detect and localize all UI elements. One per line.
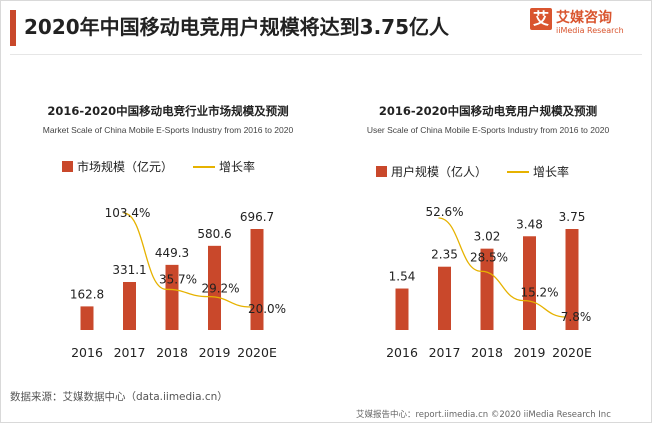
bar xyxy=(80,306,94,330)
growth-rate-line xyxy=(438,217,567,318)
bar-legend-label: 市场规模（亿元） xyxy=(77,160,174,174)
market-scale-chart: 162.8 331.1 449.3 580.6 696.7 103.4% 35.7% 29.2… xyxy=(70,206,286,360)
growth-rate-label: 103.4% xyxy=(105,206,151,220)
line-legend-swatch xyxy=(193,165,216,168)
x-tick-label: 2019 xyxy=(514,345,546,360)
x-tick-label: 2019 xyxy=(199,345,231,360)
header-divider xyxy=(10,54,642,55)
bar xyxy=(565,229,579,330)
bar-legend-label: 用户规模（亿人） xyxy=(391,165,488,179)
x-tick-label: 2020E xyxy=(237,345,277,360)
bar-legend-swatch xyxy=(62,161,73,172)
footer-credit: 艾媒报告中心：report.iimedia.cn ©2020 iiMedia R… xyxy=(356,410,611,420)
bar xyxy=(123,282,136,330)
bar xyxy=(523,236,536,330)
bar-value-label: 3.02 xyxy=(474,230,501,244)
bar xyxy=(208,245,221,330)
x-tick-label: 2018 xyxy=(471,345,503,360)
bar-value-label: 3.75 xyxy=(559,210,586,224)
user-chart-title: 2016-2020中国移动电竞用户规模及预测 xyxy=(378,104,598,118)
market-chart-title: 2016-2020中国移动电竞行业市场规模及预测 xyxy=(47,104,289,118)
growth-rate-label: 35.7% xyxy=(159,272,197,286)
line-legend-label: 增长率 xyxy=(533,165,570,179)
growth-rate-label: 52.6% xyxy=(425,205,463,219)
bar-value-label: 162.8 xyxy=(70,287,104,301)
growth-rate-label: 20.0% xyxy=(248,302,286,316)
user-scale-chart: 1.54 2.35 3.02 3.48 3.75 52.6% 28.5% 15.2%7.8% 2… xyxy=(386,205,592,360)
x-tick-label: 2018 xyxy=(156,345,188,360)
market-chart-subtitle: Market Scale of China Mobile E-Sports In… xyxy=(42,125,294,135)
bar-value-label: 331.1 xyxy=(112,263,146,277)
bar-value-label: 696.7 xyxy=(240,210,274,224)
market-chart-legend: 市场规模（亿元） 增长率 xyxy=(62,158,255,175)
bar xyxy=(480,248,494,330)
bar xyxy=(165,264,179,330)
x-tick-label: 2016 xyxy=(386,345,418,360)
brand-name-en: iiMedia Research xyxy=(556,26,624,35)
bar-value-label: 449.3 xyxy=(155,246,189,260)
bar-value-label: 580.6 xyxy=(197,227,231,241)
x-tick-label: 2020E xyxy=(552,345,592,360)
user-chart-legend: 用户规模（亿人） 增长率 xyxy=(376,163,569,180)
x-tick-label: 2016 xyxy=(71,345,103,360)
line-legend-label: 增长率 xyxy=(219,160,256,174)
title-accent-bar xyxy=(10,10,16,46)
bar-value-label: 1.54 xyxy=(389,270,416,284)
bar-value-label: 3.48 xyxy=(516,217,543,231)
growth-rate-label: 28.5% xyxy=(470,250,508,264)
x-tick-label: 2017 xyxy=(429,345,461,360)
growth-rate-line xyxy=(123,212,252,308)
x-tick-label: 2017 xyxy=(114,345,146,360)
bar-value-label: 2.35 xyxy=(431,248,458,262)
bar xyxy=(438,266,451,330)
user-chart-subtitle: User Scale of China Mobile E-Sports Indu… xyxy=(366,125,610,135)
bar xyxy=(250,229,264,330)
page-title: 2020年中国移动电竞用户规模将达到3.75亿人 xyxy=(24,15,450,39)
bar-legend-swatch xyxy=(376,166,387,177)
growth-rate-label: 7.8% xyxy=(561,310,592,324)
growth-rate-label: 15.2% xyxy=(520,286,558,300)
brand-name-cn: 艾媒咨询 xyxy=(556,10,612,26)
bar xyxy=(395,288,409,330)
data-source-note: 数据来源：艾媒数据中心（data.iimedia.cn） xyxy=(10,391,228,403)
line-legend-swatch xyxy=(507,170,530,173)
growth-rate-label: 29.2% xyxy=(201,282,239,296)
brand-logo-icon: 艾 xyxy=(530,8,552,30)
